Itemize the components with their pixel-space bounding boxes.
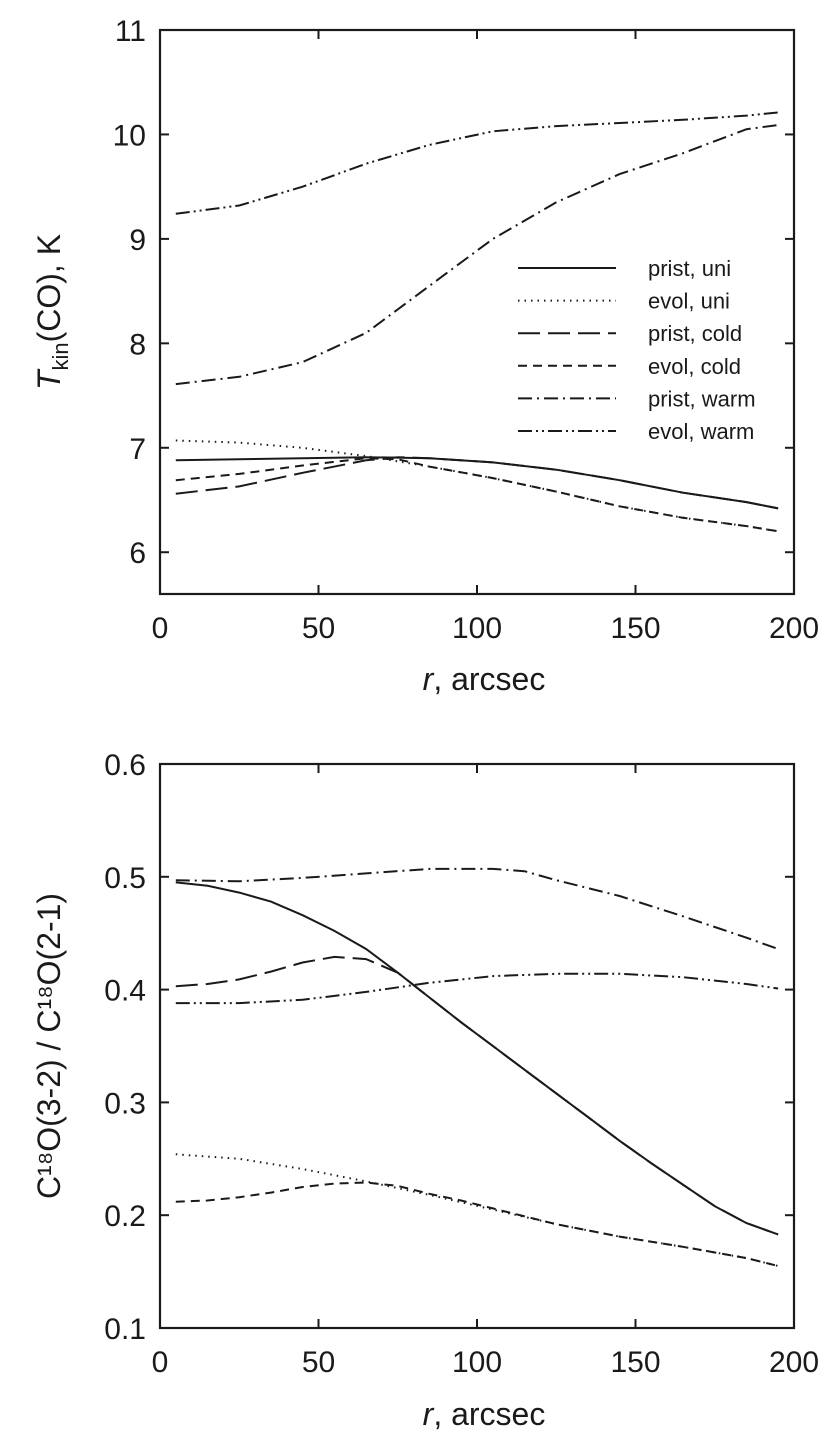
series-line-prist-cold — [175, 955, 779, 1236]
x-tick-label: 100 — [452, 1346, 502, 1379]
top-series-group — [175, 111, 779, 533]
x-tick-label: 200 — [769, 612, 819, 645]
series-line-prist-warm — [175, 867, 779, 950]
y-tick-label: 11 — [115, 15, 146, 48]
x-tick-label: 50 — [302, 612, 335, 645]
bottom-panel: 0 50 100 150 200 0.1 0.2 0.3 0.4 0.5 0.6 r, arcsec… — [31, 749, 819, 1432]
y-tick-label: 0.3 — [104, 1087, 146, 1120]
series-line-evol-warm — [175, 972, 779, 1005]
y-tick-label: 10 — [113, 119, 146, 152]
y-tick-label: 6 — [129, 537, 146, 570]
legend-label: prist, uni — [648, 256, 731, 281]
top-ticks: 0 50 100 150 200 6 7 8 9 10 11 — [113, 15, 819, 645]
y-tick-label: 7 — [129, 433, 146, 466]
x-tick-label: 0 — [152, 612, 169, 645]
series-line-evol-uni — [175, 1153, 779, 1267]
y-tick-label: 0.4 — [104, 975, 146, 1008]
legend-label: evol, cold — [648, 354, 741, 379]
bottom-plot-frame — [158, 762, 796, 1330]
series-line-prist-warm — [175, 124, 779, 386]
legend: prist, uni evol, uni prist, cold evol, cold… — [518, 256, 756, 444]
bottom-series-group — [175, 867, 779, 1267]
series-line-prist-uni — [175, 881, 779, 1236]
top-x-axis-label: r, arcsec — [423, 661, 546, 697]
series-line-evol-uni — [175, 439, 779, 533]
top-y-axis-label: Tkin(CO), K — [31, 234, 73, 390]
legend-label: evol, uni — [648, 289, 730, 314]
series-line-evol-cold — [175, 457, 779, 533]
top-panel: 0 50 100 150 200 6 7 8 9 10 11 prist, uni evol, uni… — [31, 15, 819, 697]
y-tick-label: 8 — [129, 328, 146, 361]
y-tick-label: 0.6 — [104, 749, 146, 782]
series-line-evol-cold — [175, 1181, 779, 1267]
y-tick-label: 0.1 — [104, 1313, 146, 1346]
x-tick-label: 150 — [610, 1346, 660, 1379]
series-line-prist-uni — [175, 456, 779, 510]
legend-label: prist, cold — [648, 321, 742, 346]
x-tick-label: 150 — [610, 612, 660, 645]
bottom-y-axis-label: C¹⁸O(3-2) / C¹⁸O(2-1) — [31, 893, 67, 1199]
y-tick-label: 0.2 — [104, 1200, 146, 1233]
x-tick-label: 0 — [152, 1346, 169, 1379]
series-line-evol-warm — [175, 111, 779, 215]
y-tick-label: 9 — [129, 224, 146, 257]
x-tick-label: 50 — [302, 1346, 335, 1379]
x-tick-label: 200 — [769, 1346, 819, 1379]
legend-label: prist, warm — [648, 386, 756, 411]
series-line-prist-cold — [175, 456, 779, 510]
legend-label: evol, warm — [648, 419, 754, 444]
bottom-x-axis-label: r, arcsec — [423, 1396, 546, 1432]
bottom-ticks: 0 50 100 150 200 0.1 0.2 0.3 0.4 0.5 0.6 — [104, 749, 819, 1379]
x-tick-label: 100 — [452, 612, 502, 645]
y-tick-label: 0.5 — [104, 862, 146, 895]
